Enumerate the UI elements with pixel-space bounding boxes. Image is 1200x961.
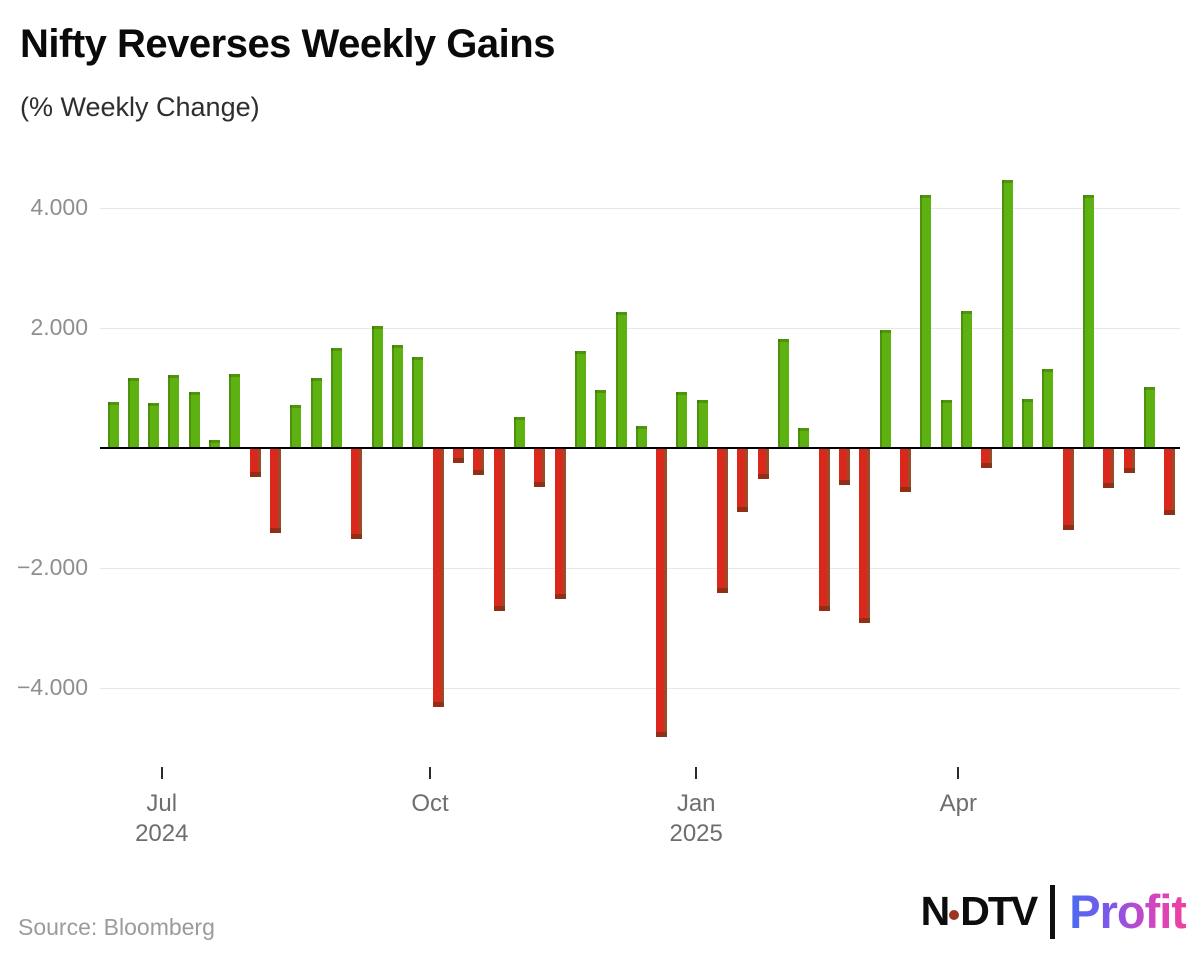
bar-positive-week — [1001, 180, 1013, 447]
year-label: 2025 — [669, 820, 723, 847]
x-axis-tick-label: Jan 2025 — [669, 789, 722, 849]
month-label: Jul — [146, 790, 178, 817]
bar-negative-week — [859, 449, 871, 623]
y-axis-tick-label: −4.000 — [17, 674, 88, 700]
bar-positive-week — [778, 339, 790, 447]
bar-negative-week — [452, 449, 464, 463]
bar-positive-week — [310, 378, 322, 447]
bar-negative-week — [839, 449, 851, 485]
bar-positive-week — [391, 345, 403, 447]
x-axis-tick-label: Jul 2024 — [135, 789, 188, 849]
month-label: Jan — [676, 790, 716, 817]
x-axis-tick-label: Apr — [940, 789, 977, 819]
grid-line — [100, 327, 1180, 329]
zero-axis-line — [100, 447, 1180, 449]
grid-line — [100, 687, 1180, 689]
y-axis-tick-label: 2.000 — [30, 314, 88, 340]
bar-positive-week — [696, 400, 708, 447]
bar-positive-week — [331, 348, 343, 447]
bar-positive-week — [920, 195, 932, 447]
bar-positive-week — [798, 427, 810, 447]
ndtv-profit-logo: N DTV Profit — [920, 884, 1187, 939]
grid-line — [100, 567, 1180, 569]
bar-negative-week — [656, 449, 668, 737]
year-label: 2024 — [135, 820, 189, 847]
source-credit: Source: Bloomberg — [18, 914, 215, 940]
x-axis-tick-mark — [957, 767, 960, 779]
bar-negative-week — [818, 449, 830, 611]
ndtv-letter-n: N — [920, 888, 951, 934]
bar-negative-week — [249, 449, 261, 478]
chart-title: Nifty Reverses Weekly Gains — [20, 22, 555, 66]
bar-negative-week — [1164, 449, 1176, 515]
bar-positive-week — [107, 402, 119, 447]
ndtv-wordmark: N DTV — [920, 888, 1039, 935]
bar-negative-week — [1062, 449, 1074, 530]
chart-subtitle: (% Weekly Change) — [20, 92, 260, 122]
bar-negative-week — [737, 449, 749, 512]
bar-negative-week — [351, 449, 363, 539]
x-axis-tick-mark — [160, 767, 163, 779]
month-label: Apr — [939, 790, 977, 817]
bar-positive-week — [635, 426, 647, 447]
bar-positive-week — [574, 351, 586, 447]
profit-wordmark: Profit — [1069, 885, 1187, 938]
bar-positive-week — [1042, 369, 1054, 447]
bar-positive-week — [879, 330, 891, 447]
bar-negative-week — [717, 449, 729, 593]
bar-negative-week — [757, 449, 769, 479]
bar-positive-week — [1021, 399, 1033, 447]
x-axis-tick-mark — [428, 767, 431, 779]
bar-positive-week — [513, 417, 525, 447]
ndtv-red-dot-icon — [949, 909, 960, 920]
bar-negative-week — [473, 449, 485, 475]
bar-positive-week — [188, 391, 200, 447]
y-axis-tick-label: 4.000 — [30, 194, 88, 220]
bar-positive-week — [148, 403, 160, 447]
bar-positive-week — [676, 391, 688, 447]
bar-negative-week — [981, 449, 993, 469]
bar-negative-week — [493, 449, 505, 611]
bar-positive-week — [229, 373, 241, 447]
bar-negative-week — [534, 449, 546, 487]
bar-positive-week — [371, 325, 383, 447]
ndtv-letters-dtv: DTV — [960, 888, 1038, 934]
bar-positive-week — [595, 390, 607, 447]
bar-positive-week — [940, 400, 952, 447]
bar-positive-week — [168, 375, 180, 447]
month-label: Oct — [411, 790, 449, 817]
bar-negative-week — [1103, 449, 1115, 488]
bar-negative-week — [432, 449, 444, 707]
bar-negative-week — [554, 449, 566, 599]
bar-positive-week — [1143, 387, 1155, 447]
bar-negative-week — [270, 449, 282, 533]
x-axis-tick-mark — [695, 767, 698, 779]
grid-line — [100, 207, 1180, 209]
bar-positive-week — [290, 405, 302, 447]
bar-positive-week — [127, 378, 139, 447]
y-axis-tick-label: −2.000 — [17, 554, 88, 580]
bar-positive-week — [960, 310, 972, 447]
x-axis-tick-label: Oct — [411, 789, 448, 819]
bar-negative-week — [1123, 449, 1135, 473]
bar-positive-week — [412, 357, 424, 447]
bar-positive-week — [1082, 195, 1094, 447]
bar-positive-week — [209, 439, 221, 447]
bar-negative-week — [899, 449, 911, 493]
bar-positive-week — [615, 312, 627, 447]
logo-divider — [1050, 884, 1056, 939]
